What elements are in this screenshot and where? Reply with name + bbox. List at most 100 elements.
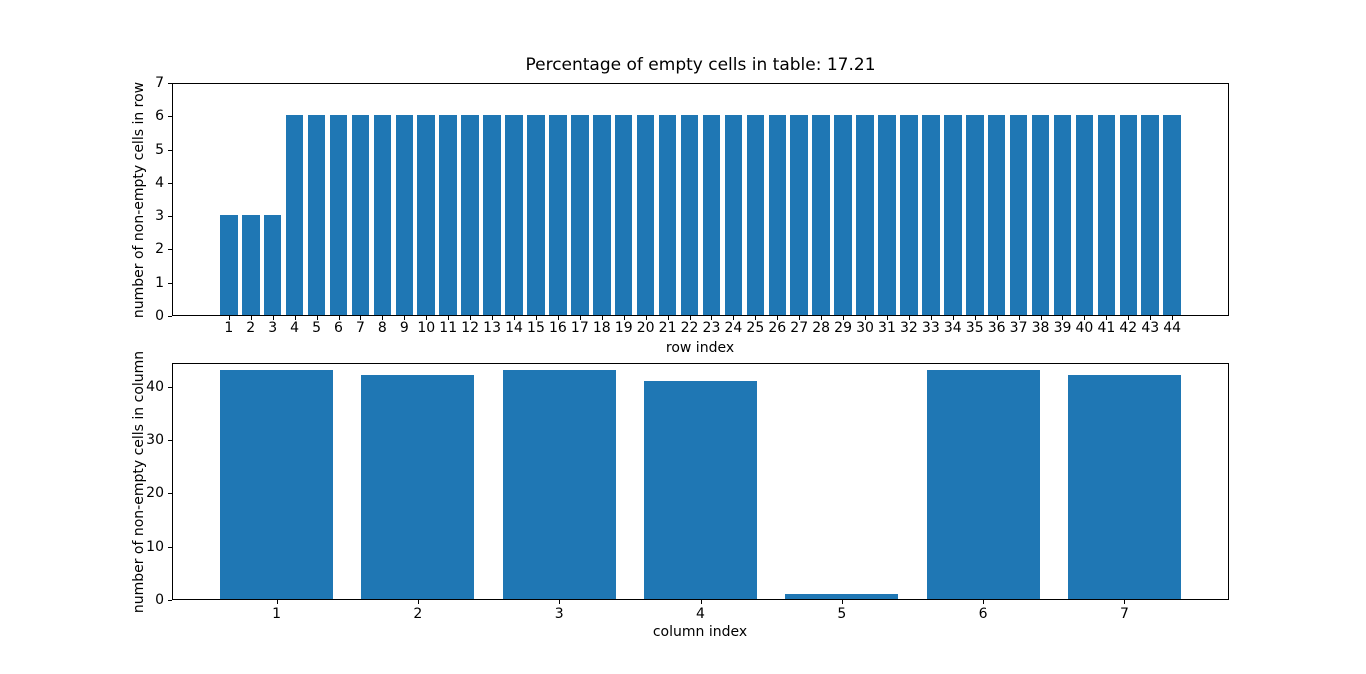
row-chart-bar — [878, 115, 896, 315]
row-chart-x-tick-label: 38 — [1031, 320, 1050, 336]
row-chart-bar — [768, 115, 787, 315]
row-chart-bar — [1009, 115, 1028, 315]
row-chart-y-tick-mark — [168, 182, 172, 184]
row-chart-x-tick-mark — [886, 316, 888, 320]
row-chart-x-tick-label: 27 — [790, 320, 809, 336]
row-chart-x-tick-mark — [426, 316, 428, 320]
row-chart-x-tick-label: 16 — [548, 320, 567, 336]
row-chart-x-tick-label: 41 — [1097, 320, 1116, 336]
row-chart-x-axis-label: row index — [665, 340, 735, 356]
row-chart-x-tick-mark — [1084, 316, 1086, 320]
column-chart-y-tick-mark — [168, 440, 172, 442]
row-chart-x-tick-label: 5 — [312, 320, 322, 336]
row-chart-x-tick-label: 9 — [399, 320, 409, 336]
row-chart-bar — [1163, 115, 1181, 315]
row-chart-x-tick-mark — [689, 316, 691, 320]
column-chart-x-tick-label: 3 — [554, 606, 564, 622]
column-chart-x-tick-label: 4 — [696, 606, 705, 622]
row-chart-x-tick-label: 31 — [878, 320, 896, 336]
row-chart-y-tick-label: 1 — [155, 274, 164, 291]
row-chart-x-tick-label: 23 — [702, 320, 721, 336]
row-chart-x-tick-mark — [711, 316, 713, 320]
row-chart-x-tick-label: 19 — [614, 320, 633, 336]
row-chart-x-tick-mark — [777, 316, 779, 320]
column-chart-x-tick-mark — [417, 600, 419, 604]
row-chart-x-tick-mark — [557, 316, 559, 320]
column-chart-x-tick-mark — [841, 600, 843, 604]
row-chart-bar — [483, 115, 501, 315]
row-chart-bar — [834, 115, 852, 315]
column-chart-bar — [220, 370, 334, 599]
column-chart-x-tick-mark — [700, 600, 702, 604]
row-chart-x-tick-label: 32 — [899, 320, 918, 336]
row-chart-x-tick-label: 18 — [592, 320, 611, 336]
row-chart-x-tick-label: 22 — [680, 320, 699, 336]
column-chart-bar — [502, 370, 616, 599]
row-chart-bar — [636, 115, 655, 315]
row-chart-x-tick-mark — [974, 316, 976, 320]
row-chart-x-tick-label: 12 — [461, 320, 480, 336]
column-chart-x-tick-mark — [276, 600, 278, 604]
row-chart-x-tick-mark — [865, 316, 867, 320]
row-chart-x-tick-label: 43 — [1141, 320, 1160, 336]
column-chart-y-tick-label: 10 — [146, 538, 164, 555]
row-chart-bar — [461, 115, 479, 315]
row-chart-x-tick-mark — [1150, 316, 1152, 320]
row-chart-x-tick-mark — [448, 316, 450, 320]
row-chart-x-tick-mark — [514, 316, 516, 320]
row-chart-bar — [593, 115, 611, 315]
row-chart-bar — [417, 115, 436, 315]
row-chart-x-tick-label: 26 — [768, 320, 787, 336]
row-chart-bar — [812, 115, 830, 315]
row-chart-y-tick-mark — [168, 282, 172, 284]
row-chart-x-tick-label: 11 — [439, 320, 458, 336]
row-chart-x-tick-label: 40 — [1075, 320, 1094, 336]
row-chart-x-tick-mark — [930, 316, 932, 320]
row-chart-x-tick-label: 2 — [246, 320, 256, 336]
column-chart-x-tick-label: 5 — [837, 606, 847, 622]
row-chart-x-tick-mark — [821, 316, 823, 320]
chart-title: Percentage of empty cells in table: 17.2… — [525, 55, 876, 75]
row-chart-bar — [571, 115, 589, 315]
row-chart-x-tick-label: 8 — [377, 320, 387, 336]
row-chart-x-tick-label: 37 — [1009, 320, 1028, 336]
row-chart-bar — [987, 115, 1006, 315]
row-chart-bar — [1031, 115, 1050, 315]
row-chart-x-tick-label: 42 — [1119, 320, 1138, 336]
column-chart-y-tick-mark — [168, 546, 172, 548]
row-chart-x-tick-label: 29 — [834, 320, 853, 336]
row-chart-bar — [351, 115, 370, 315]
row-chart-y-tick-mark — [168, 249, 172, 251]
row-chart-x-tick-label: 15 — [527, 320, 545, 336]
row-chart-bar — [505, 115, 523, 315]
column-chart-bar — [1067, 375, 1181, 599]
row-chart-x-tick-mark — [733, 316, 735, 320]
row-chart-x-tick-mark — [360, 316, 362, 320]
column-chart-x-axis-label: column index — [652, 624, 748, 640]
row-chart-x-tick-label: 39 — [1053, 320, 1072, 336]
row-chart-bar — [395, 115, 414, 315]
row-chart-plot-area — [172, 83, 1229, 316]
row-chart-x-tick-mark — [952, 316, 954, 320]
column-chart-x-tick-label: 1 — [272, 606, 282, 622]
row-chart-bar — [680, 115, 699, 315]
row-chart-bar — [724, 115, 743, 315]
row-chart-x-tick-label: 17 — [570, 320, 589, 336]
row-chart-x-tick-label: 1 — [224, 320, 234, 336]
row-chart-bar — [790, 115, 808, 315]
row-chart-y-tick-mark — [168, 216, 172, 218]
row-chart-x-tick-label: 24 — [724, 320, 743, 336]
row-chart-bar — [965, 115, 984, 315]
row-chart-x-tick-mark — [404, 316, 406, 320]
row-chart-bar — [285, 115, 304, 315]
row-chart-x-tick-label: 14 — [505, 320, 523, 336]
row-chart-x-tick-mark — [316, 316, 318, 320]
row-chart-bar — [702, 115, 721, 315]
row-chart-y-tick-mark — [168, 316, 172, 317]
row-chart-bar — [549, 115, 567, 315]
row-chart-y-tick-label: 4 — [155, 174, 164, 191]
row-chart-bar — [329, 115, 348, 315]
column-chart-y-tick-label: 30 — [146, 432, 164, 449]
row-chart-y-tick-mark — [168, 83, 172, 84]
row-chart-bar — [900, 115, 918, 315]
